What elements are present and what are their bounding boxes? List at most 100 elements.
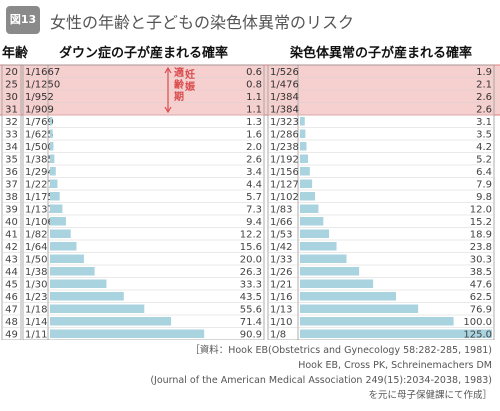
chromosomal-abnormality-bar	[300, 142, 307, 151]
down-value-label: 5.7	[246, 192, 262, 203]
chromosomal-value-label: 23.8	[470, 242, 492, 253]
chromosomal-value-label: 62.5	[470, 292, 492, 303]
down-value-label: 1.1	[246, 92, 262, 103]
chromosomal-ratio-label: 1/238	[270, 142, 299, 153]
down-syndrome-bar	[50, 267, 95, 276]
band-label-pregnancy-char: 娠	[185, 80, 196, 93]
chromosomal-abnormality-bar	[300, 167, 310, 176]
chromosomal-ratio-label: 1/83	[270, 205, 292, 216]
age-label: 40	[5, 217, 18, 228]
column-header-down-syndrome: ダウン症の子が産まれる確率	[59, 45, 228, 61]
down-syndrome-bar	[50, 192, 60, 201]
chromosomal-ratio-label: 1/26	[270, 267, 292, 278]
down-ratio-label: 1/909	[25, 105, 54, 116]
down-ratio-label: 1/137	[25, 205, 54, 216]
down-ratio-label: 1/1250	[25, 80, 60, 91]
chromosomal-ratio-label: 1/192	[270, 155, 299, 166]
chromosomal-value-label: 38.5	[470, 267, 492, 278]
down-ratio-label: 1/175	[25, 192, 54, 203]
down-value-label: 33.3	[240, 280, 262, 291]
age-label: 34	[5, 142, 18, 153]
band-label-pregnancy-char: 妊	[185, 68, 195, 81]
chromosomal-abnormality-bar	[300, 254, 347, 263]
down-value-label: 90.9	[240, 330, 262, 341]
chromosomal-value-label: 2.1	[476, 80, 492, 91]
down-value-label: 0.8	[246, 80, 262, 91]
down-syndrome-bar	[50, 117, 53, 126]
chromosomal-abnormality-bar	[300, 229, 330, 238]
down-ratio-label: 1/625	[25, 130, 54, 141]
down-value-label: 1.3	[246, 117, 262, 128]
band-arrow-head-up	[164, 66, 172, 74]
chromosomal-abnormality-bar	[300, 292, 396, 301]
age-label: 37	[5, 180, 18, 191]
down-ratio-label: 1/769	[25, 117, 54, 128]
down-value-label: 1.6	[246, 130, 262, 141]
down-syndrome-bar	[50, 329, 205, 338]
chromosomal-ratio-label: 1/13	[270, 305, 292, 316]
down-syndrome-bar	[50, 279, 107, 288]
age-label: 44	[5, 267, 18, 278]
chromosomal-value-label: 2.6	[476, 92, 492, 103]
down-ratio-label: 1/106	[25, 217, 54, 228]
chromosomal-ratio-label: 1/384	[270, 92, 299, 103]
risk-chart: 年齢 ダウン症の子が産まれる確率 染色体異常の子が産まれる確率 20 1/1667 0.6…	[0, 45, 500, 341]
down-value-label: 4.4	[246, 180, 262, 191]
down-syndrome-bar	[50, 179, 58, 188]
age-label: 49	[5, 330, 18, 341]
chromosomal-ratio-label: 1/10	[270, 317, 292, 328]
down-syndrome-bar	[50, 217, 66, 226]
age-label: 39	[5, 205, 18, 216]
age-label: 43	[5, 255, 18, 266]
figure-title: 女性の年齢と子どもの染色体異常のリスク	[50, 13, 355, 32]
age-label: 30	[5, 92, 18, 103]
down-value-label: 0.6	[246, 67, 262, 78]
age-label: 33	[5, 130, 18, 141]
age-label: 31	[5, 105, 18, 116]
chromosomal-value-label: 3.5	[476, 130, 492, 141]
down-value-label: 55.6	[240, 305, 262, 316]
down-ratio-label: 1/23	[25, 292, 47, 303]
age-label: 47	[5, 305, 18, 316]
reference-line-4: を元に母子保健課にて作成］	[368, 390, 492, 401]
chromosomal-value-label: 4.2	[476, 142, 492, 153]
down-ratio-label: 1/227	[25, 180, 54, 191]
age-label: 32	[5, 117, 18, 128]
column-header-age: 年齢	[2, 45, 29, 61]
down-syndrome-bar	[50, 304, 145, 313]
chromosomal-ratio-label: 1/16	[270, 292, 292, 303]
chromosomal-abnormality-bar	[300, 267, 360, 276]
chromosomal-abnormality-bar	[300, 279, 374, 288]
age-label: 36	[5, 167, 18, 178]
down-syndrome-bar	[50, 154, 55, 163]
figure-label-badge: 図13	[6, 6, 40, 34]
down-value-label: 9.4	[246, 217, 262, 228]
chromosomal-value-label: 2.6	[476, 105, 492, 116]
chromosomal-abnormality-bar	[300, 154, 308, 163]
band-arrow-head-down	[164, 106, 172, 114]
down-ratio-label: 1/38	[25, 267, 47, 278]
chromosomal-ratio-label: 1/66	[270, 217, 292, 228]
chromosomal-value-label: 15.2	[470, 217, 492, 228]
chromosomal-abnormality-bar	[300, 204, 319, 213]
age-label: 48	[5, 317, 18, 328]
down-ratio-label: 1/952	[25, 92, 54, 103]
down-ratio-label: 1/385	[25, 155, 54, 166]
down-value-label: 1.1	[246, 105, 262, 116]
down-value-label: 71.4	[240, 317, 262, 328]
chromosomal-abnormality-bar	[300, 304, 419, 313]
chromosomal-ratio-label: 1/476	[270, 80, 299, 91]
down-ratio-label: 1/500	[25, 142, 54, 153]
age-label: 20	[5, 67, 18, 78]
band-label-age-char: 期	[174, 90, 184, 103]
down-ratio-label: 1/50	[25, 255, 47, 266]
chromosomal-ratio-label: 1/8	[270, 330, 286, 341]
down-syndrome-bar	[50, 142, 54, 151]
down-syndrome-bar	[50, 317, 172, 326]
chromosomal-value-label: 76.9	[470, 305, 492, 316]
chromosomal-ratio-label: 1/21	[270, 280, 292, 291]
chromosomal-value-label: 100.0	[463, 317, 492, 328]
down-value-label: 20.0	[240, 255, 262, 266]
down-ratio-label: 1/18	[25, 305, 47, 316]
chromosomal-value-label: 7.9	[476, 180, 492, 191]
